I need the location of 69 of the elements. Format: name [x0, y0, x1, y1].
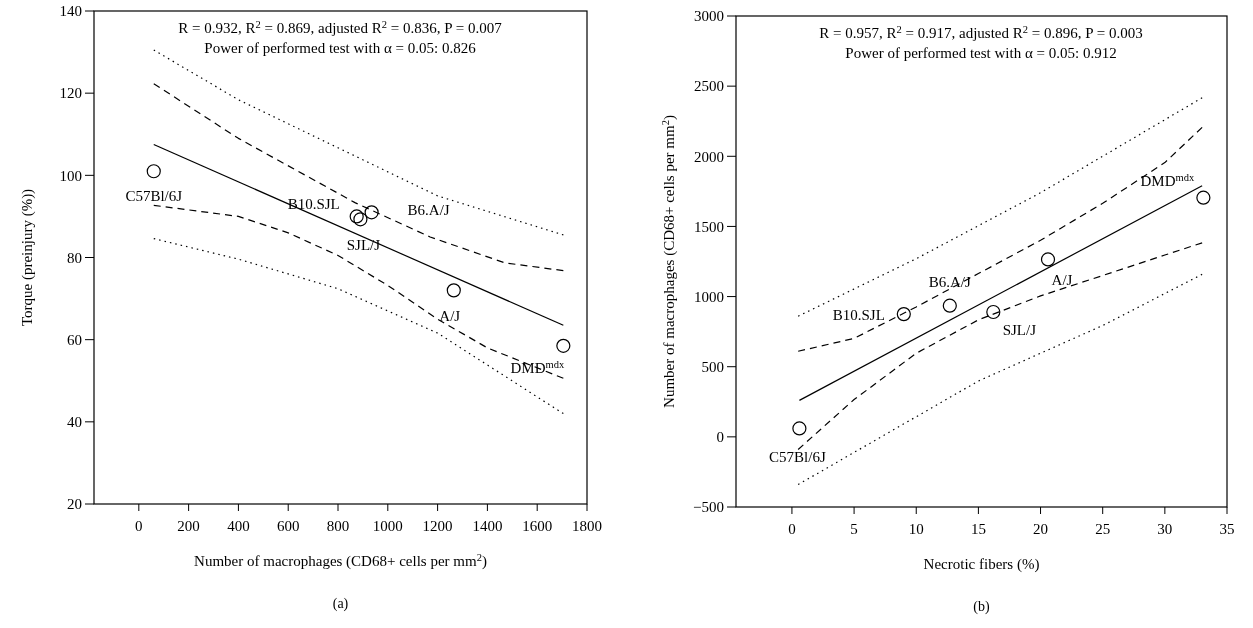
y-tick-label: 60 [67, 331, 82, 348]
y-tick-label: 500 [701, 358, 724, 375]
point [986, 304, 1001, 320]
x-tick-label: 5 [850, 521, 858, 537]
x-tick-label: 1200 [422, 518, 453, 534]
point [1040, 252, 1056, 267]
y-tick-label: −500 [693, 499, 724, 516]
x-tick-label: 25 [1095, 521, 1111, 537]
annotation: A/J [1051, 271, 1073, 288]
y-tick-label: 80 [67, 249, 82, 266]
annotation: Power of performed test with α = 0.05: 0.826 [204, 40, 477, 56]
text: (b) [973, 599, 990, 615]
x-tick-label: 10 [908, 521, 924, 537]
annotation: R = 0.957, R$^{2}$ = 0.917, adjusted R$^{2}$ = 0.896, P = 0.003 [819, 23, 1143, 41]
y-tick-label: 2500 [694, 78, 724, 95]
line-series [797, 242, 1203, 451]
annotation: SJL/J [346, 236, 381, 253]
annotation: SJL/J [1002, 322, 1037, 339]
annotation: C57Bl/6J [125, 188, 183, 205]
y-tick-label: 2000 [694, 148, 724, 165]
x-tick-label: 200 [177, 518, 200, 534]
y-tick-label: 0 [716, 429, 724, 446]
x-tick-label: 1600 [522, 518, 553, 534]
point [349, 209, 364, 224]
annotation: C57Bl/6J [769, 448, 826, 465]
annotation: A/J [439, 307, 461, 324]
y-tick-label: 20 [67, 496, 82, 513]
point [896, 307, 911, 322]
x-axis-title: Number of macrophages (CD68+ cells per mm$^{2}$) [194, 551, 487, 570]
point [556, 338, 571, 353]
x-tick-label: 400 [227, 518, 250, 534]
y-tick-label: 3000 [694, 8, 724, 25]
x-tick-label: 0 [135, 518, 143, 534]
x-tick-label: 1800 [572, 518, 602, 534]
line-series [153, 238, 564, 415]
x-tick-label: 0 [788, 521, 796, 537]
point [353, 212, 368, 227]
x-tick-label: 1000 [372, 518, 403, 534]
x-tick-label: 15 [970, 521, 986, 537]
y-tick-label: 140 [59, 3, 82, 20]
x-tick-label: 600 [276, 518, 300, 534]
y-tick-label: 1000 [694, 288, 724, 305]
y-tick-label: 100 [59, 167, 82, 184]
annotation: DMD$^{mdx}$ [1140, 171, 1195, 189]
x-tick-label: 800 [326, 518, 350, 534]
annotation: B10.SJL [832, 307, 885, 324]
x-axis-title: Necrotic fibers (%) [923, 556, 1040, 573]
y-tick-label: 1500 [694, 218, 724, 235]
x-tick-label: 30 [1157, 521, 1173, 537]
annotation: B6.A/J [407, 201, 450, 218]
annotation: R = 0.932, R$^{2}$ = 0.869, adjusted R$^{2}$ = 0.836, P = 0.007 [178, 18, 503, 36]
point [942, 298, 957, 313]
point [146, 164, 161, 179]
annotation: DMD$^{mdx}$ [510, 358, 565, 377]
y-tick-label: 40 [67, 414, 82, 431]
text: (a) [332, 596, 349, 612]
x-tick-label: 20 [1033, 521, 1049, 537]
point [1196, 190, 1211, 205]
line-series [797, 126, 1203, 352]
point [792, 421, 807, 436]
point [364, 205, 379, 220]
y-axis-title: Torque (preinjury (%)) [19, 188, 36, 327]
point [446, 283, 461, 298]
annotation: B6.A/J [928, 273, 972, 290]
annotation: B10.SJL [287, 195, 340, 212]
annotation: Power of performed test with α = 0.05: 0.912 [845, 45, 1117, 61]
y-tick-label: 120 [59, 85, 82, 102]
x-tick-label: 1400 [472, 518, 503, 534]
x-tick-label: 35 [1219, 521, 1235, 537]
